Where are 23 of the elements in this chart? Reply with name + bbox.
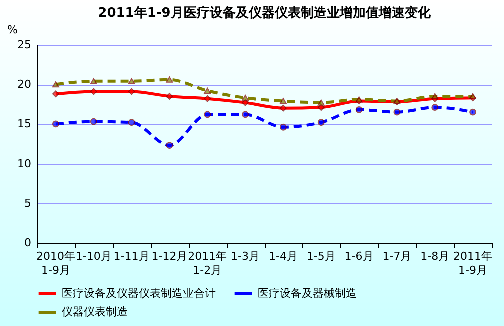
x-tick-label: 1-11月 (114, 250, 150, 263)
x-tick-label: 2010年 1-9月 (36, 250, 76, 277)
y-axis-title: % (8, 24, 18, 36)
x-tick-label: 1-3月 (231, 250, 260, 263)
x-tick-label: 1-6月 (344, 250, 374, 263)
y-tick-label: 20 (18, 78, 32, 92)
y-tick-label: 0 (24, 236, 32, 250)
x-tick-label: 1-8月 (420, 250, 450, 263)
chart-title: 2011年1-9月医疗设备及仪器仪表制造业增加值增速变化 (98, 5, 432, 21)
y-tick-label: 25 (18, 38, 32, 52)
x-tick-label: 1-12月 (152, 250, 188, 263)
x-tick-label: 1-4月 (268, 250, 298, 263)
y-tick-label: 15 (18, 118, 32, 131)
x-tick-label: 1-5月 (306, 250, 336, 263)
x-tick-label: 2011年 1-2月 (188, 250, 228, 277)
y-tick-label: 10 (18, 157, 32, 170)
legend-label: 医疗设备及器械制造 (258, 286, 357, 300)
x-tick-label: 2011年 1-9月 (454, 250, 493, 277)
x-tick-label: 1-7月 (382, 250, 412, 263)
legend-label: 医疗设备及仪器仪表制造业合计 (62, 286, 216, 300)
y-tick-label: 5 (24, 196, 32, 210)
legend-label: 仪器仪表制造 (62, 306, 128, 318)
x-tick-label: 1-10月 (76, 250, 112, 263)
